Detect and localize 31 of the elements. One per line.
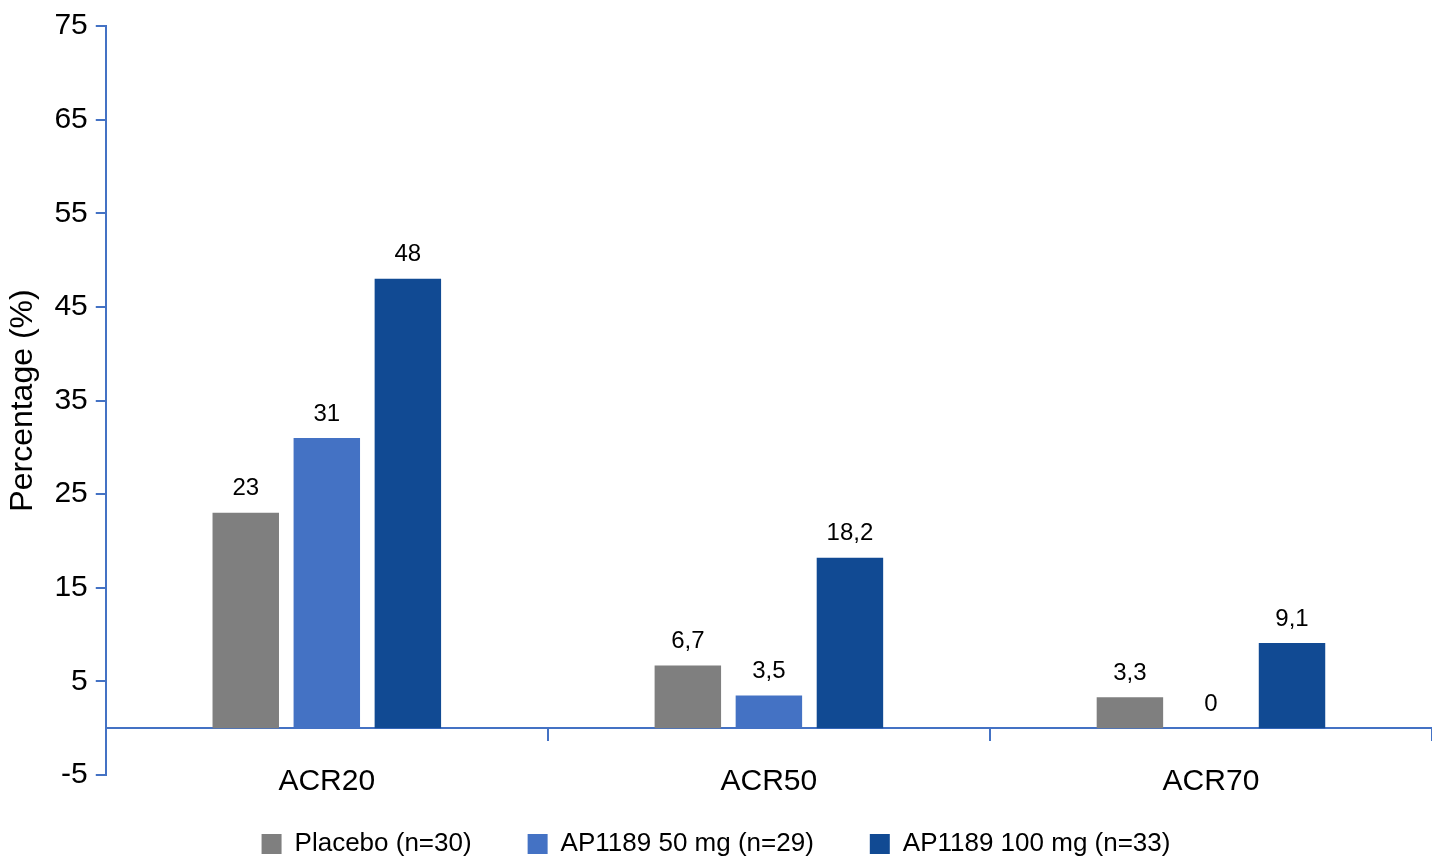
y-tick-label: 75	[54, 7, 88, 41]
y-tick-label: 25	[54, 475, 88, 509]
legend-label: AP1189 100 mg (n=33)	[902, 827, 1171, 858]
data-label: 23	[232, 473, 260, 501]
data-label: 0	[1204, 688, 1218, 716]
legend-label: AP1189 50 mg (n=29)	[560, 827, 814, 858]
data-label: 3,5	[752, 656, 786, 684]
data-label: 31	[313, 398, 341, 426]
bar	[1258, 642, 1326, 729]
bar	[374, 278, 442, 729]
y-tick-label: 65	[54, 100, 88, 134]
y-tick-label: 45	[54, 288, 88, 322]
data-label: 18,2	[826, 518, 874, 546]
data-label: 9,1	[1275, 603, 1309, 631]
y-tick-label: 55	[54, 194, 88, 228]
bar	[1096, 697, 1164, 729]
legend-label: Placebo (n=30)	[294, 827, 472, 858]
data-label: 3,3	[1113, 657, 1147, 685]
y-tick-label: 5	[71, 662, 88, 696]
data-label: 48	[394, 239, 422, 267]
y-axis-title: Percentage (%)	[3, 289, 40, 512]
y-tick-label: 15	[54, 569, 88, 603]
bar	[212, 512, 279, 729]
x-tick-label: ACR20	[278, 763, 376, 797]
y-tick-label: 35	[54, 381, 88, 415]
bar	[654, 665, 722, 729]
x-tick-label: ACR50	[720, 763, 818, 797]
y-tick-label: -5	[61, 756, 88, 790]
data-label: 6,7	[671, 626, 705, 654]
bar	[816, 557, 884, 729]
x-tick-label: ACR70	[1162, 763, 1260, 797]
